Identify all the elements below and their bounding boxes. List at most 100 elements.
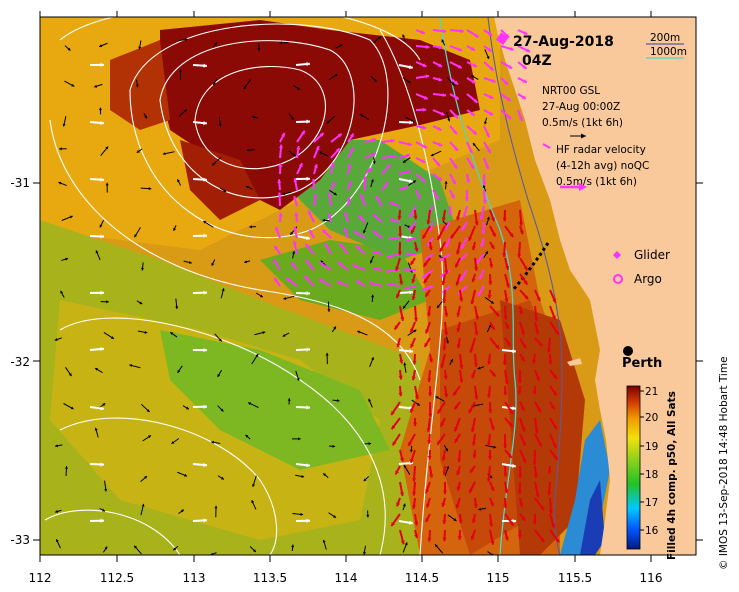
- radar-vector: [426, 417, 431, 432]
- radar-vector: [504, 449, 513, 459]
- radar-vector: [409, 337, 416, 348]
- radar-vector: [414, 529, 419, 539]
- radar-vector: [396, 337, 401, 348]
- gsl-vector: [136, 300, 143, 305]
- radar-vector: [489, 209, 496, 222]
- radar-vector: [415, 74, 430, 79]
- radar-vector: [432, 45, 443, 50]
- radar-vector: [474, 253, 485, 265]
- radar-vector: [313, 193, 318, 207]
- radar-vector: [549, 401, 556, 410]
- gsl-vector: [211, 259, 216, 267]
- model-vector: [295, 518, 311, 523]
- gsl-vector: [133, 545, 142, 555]
- gsl-vector: [251, 499, 257, 510]
- gsl-vector: [99, 507, 106, 512]
- gsl-vector: [203, 220, 214, 228]
- gsl-vector: [98, 107, 103, 115]
- radar-vector: [381, 181, 389, 191]
- x-tick-label: 115.5: [558, 571, 592, 585]
- gsl-vector: [103, 331, 115, 340]
- radar-vector: [460, 221, 468, 232]
- radar-vector: [432, 109, 445, 116]
- radar-vector: [444, 385, 449, 398]
- radar-vector: [449, 61, 463, 69]
- radar-vector: [534, 529, 545, 543]
- radar-vector: [549, 385, 558, 397]
- radar-vector: [453, 401, 461, 410]
- gsl-vector: [357, 330, 368, 336]
- radar-vector: [456, 241, 461, 255]
- radar-vector: [547, 465, 552, 475]
- radar-vector: [471, 273, 476, 283]
- radar-vector: [415, 93, 429, 100]
- radar-vector: [474, 209, 479, 226]
- radar-vector: [500, 77, 509, 86]
- gsl-vector: [446, 77, 455, 87]
- x-tick-label: 113: [183, 571, 206, 585]
- radar-vector: [415, 44, 430, 49]
- radar-vector: [455, 273, 461, 286]
- gsl-vector: [472, 142, 480, 152]
- radar-vector: [473, 353, 478, 367]
- colorbar-tick: 16: [645, 525, 659, 537]
- gsl-vector: [482, 184, 487, 192]
- radar-vector: [428, 241, 433, 251]
- radar-label-2: (4-12h avg) noQC: [556, 160, 649, 172]
- radar-vector: [442, 337, 447, 351]
- radar-vector: [411, 369, 416, 381]
- gsl-vector: [138, 40, 142, 50]
- gsl-vector: [322, 472, 329, 479]
- radar-vector: [296, 130, 306, 143]
- gsl-vector: [175, 298, 179, 310]
- gsl-vector: [211, 440, 221, 444]
- gsl-vector: [99, 220, 104, 228]
- city-dot-icon: [623, 346, 633, 356]
- gsl-vector: [141, 262, 145, 271]
- radar-vector: [338, 242, 349, 255]
- model-vector: [501, 463, 516, 468]
- gsl-vector: [325, 352, 329, 365]
- radar-vector: [307, 210, 315, 223]
- radar-vector: [466, 77, 477, 85]
- gsl-vector: [292, 251, 296, 259]
- radar-vector: [486, 433, 492, 447]
- radar-vector: [442, 513, 447, 525]
- model-vector: [398, 520, 413, 525]
- radar-vector: [372, 266, 383, 271]
- radar-vector: [466, 61, 478, 68]
- gsl-vector: [104, 480, 108, 492]
- radar-vector: [471, 241, 476, 251]
- radar-vector: [474, 321, 479, 336]
- radar-vector: [504, 401, 514, 415]
- radar-vector: [410, 225, 416, 235]
- radar-vector: [489, 497, 495, 507]
- radar-vector: [311, 178, 316, 191]
- radar-vector: [278, 144, 284, 159]
- radar-vector: [439, 241, 446, 253]
- radar-vector: [346, 196, 351, 207]
- radar-vector: [321, 229, 332, 239]
- x-tick-label: 116: [640, 571, 663, 585]
- radar-vector: [504, 513, 515, 526]
- model-vector: [192, 233, 208, 238]
- radar-vector: [427, 433, 432, 444]
- radar-vector: [517, 385, 522, 395]
- gsl-vector: [162, 151, 175, 156]
- radar-vector: [517, 29, 528, 36]
- radar-vector: [415, 125, 427, 130]
- radar-vector: [549, 321, 560, 336]
- radar-vector: [308, 229, 315, 239]
- radar-vector: [532, 513, 537, 525]
- radar-vector: [442, 289, 447, 303]
- gsl-vector: [177, 179, 182, 186]
- radar-vector: [290, 261, 298, 271]
- radar-vector: [330, 181, 336, 191]
- gsl-vector: [98, 402, 106, 409]
- radar-vector: [449, 93, 460, 100]
- gsl-vector: [251, 115, 259, 119]
- radar-vector: [372, 213, 383, 223]
- radar-vector: [500, 109, 512, 120]
- radar-vector: [399, 529, 405, 545]
- radar-vector: [389, 218, 400, 223]
